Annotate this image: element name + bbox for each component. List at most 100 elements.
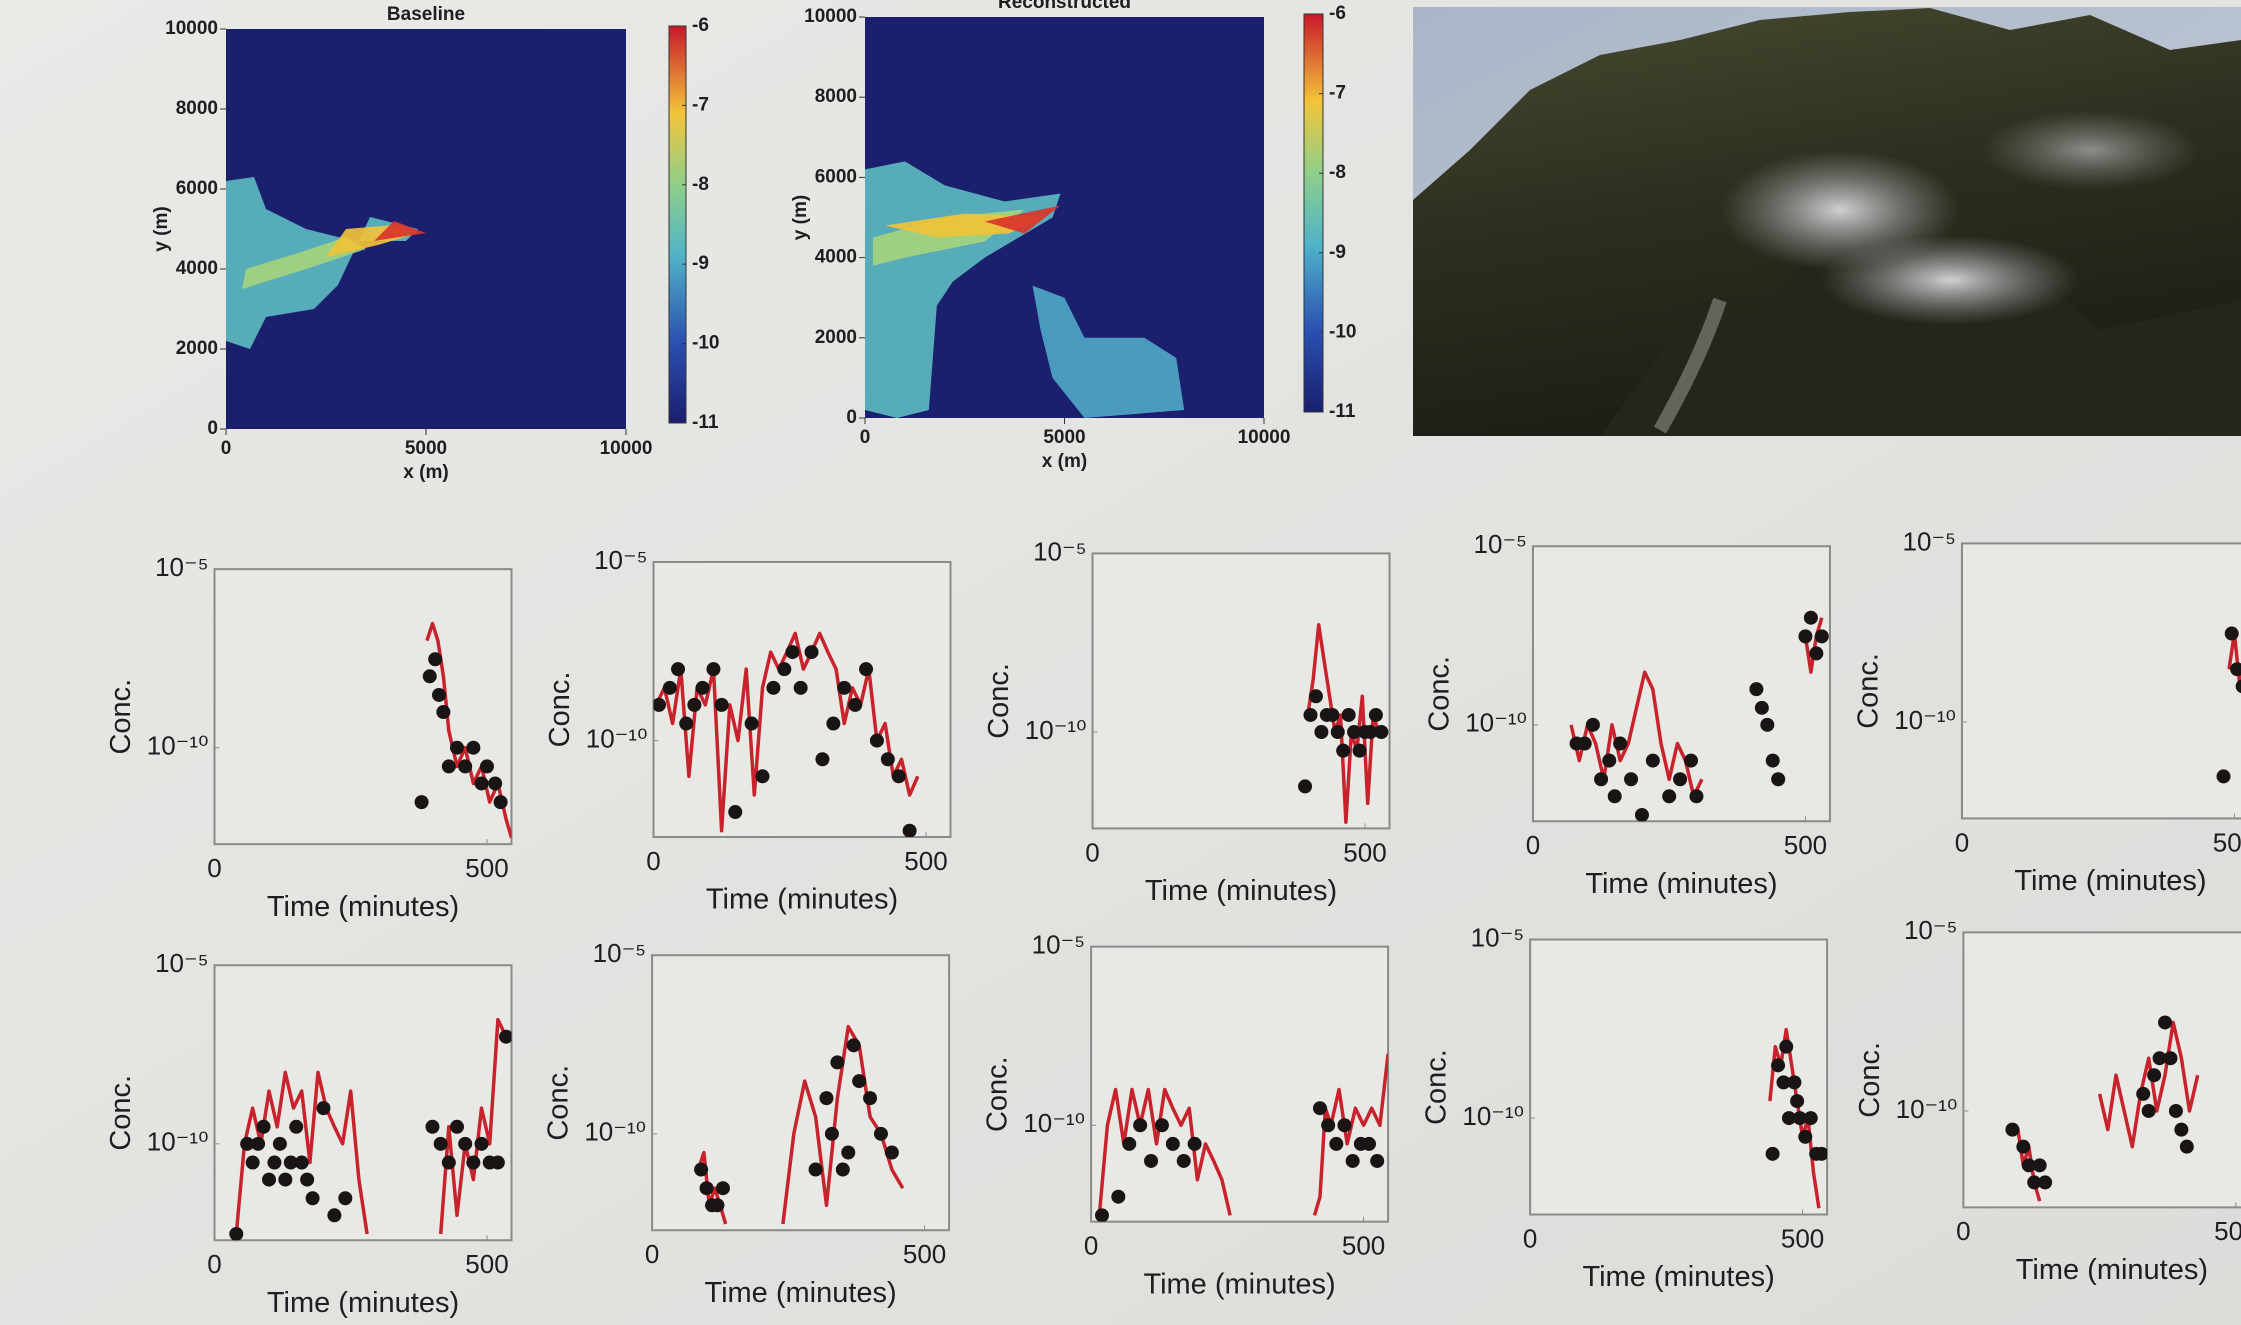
observation-point xyxy=(1122,1137,1136,1151)
observation-point xyxy=(716,1181,730,1195)
photo-plume xyxy=(1820,235,2080,325)
y-tick-label: 4000 xyxy=(815,247,857,268)
y-axis-label: Conc. xyxy=(1853,653,1885,729)
y-tick-label: 8000 xyxy=(815,86,857,107)
observation-point xyxy=(2136,1087,2150,1101)
y-tick-label: 10⁻¹⁰ xyxy=(584,1117,646,1147)
observation-point xyxy=(1809,646,1823,660)
observation-point xyxy=(327,1208,341,1222)
observation-point xyxy=(1337,1118,1351,1132)
observation-point xyxy=(1624,772,1638,786)
observation-point xyxy=(1673,772,1687,786)
x-axis-label: Time (minutes) xyxy=(1582,1261,1774,1293)
observation-point xyxy=(425,1120,439,1134)
x-axis-label: Time (minutes) xyxy=(1585,868,1777,900)
observation-point xyxy=(2033,1158,2047,1172)
observation-point xyxy=(488,776,502,790)
observation-point xyxy=(863,1091,877,1105)
observation-point xyxy=(1309,689,1323,703)
observation-point xyxy=(1370,1154,1384,1168)
y-axis-label: Conc. xyxy=(543,1065,575,1141)
observation-point xyxy=(450,1120,464,1134)
page: {"chart_data": [ {"type": "heatmap", "ti… xyxy=(0,0,2241,1325)
observation-point xyxy=(278,1173,292,1187)
observation-point xyxy=(830,1055,844,1069)
observation-point xyxy=(450,741,464,755)
y-tick-label: 4000 xyxy=(176,258,218,279)
heatmap-title: Baseline xyxy=(387,4,465,25)
observation-point xyxy=(671,662,685,676)
y-tick-label: 6000 xyxy=(176,178,218,199)
observation-point xyxy=(885,1146,899,1160)
observation-point xyxy=(466,1156,480,1170)
x-axis-label: Time (minutes) xyxy=(704,1277,896,1309)
y-tick-label: 10⁻⁵ xyxy=(1032,930,1085,960)
x-tick-label: 10000 xyxy=(600,438,653,459)
observation-point xyxy=(2016,1140,2030,1154)
observation-point xyxy=(432,688,446,702)
observation-point xyxy=(494,795,508,809)
x-tick-label: 0 xyxy=(860,427,871,448)
x-tick-label: 500 xyxy=(904,846,947,876)
colorbar xyxy=(1304,14,1323,412)
observation-point xyxy=(1787,1075,1801,1089)
x-tick-label: 500 xyxy=(2214,1216,2241,1246)
observation-point xyxy=(852,1074,866,1088)
plot-area xyxy=(1963,932,2241,1207)
observation-point xyxy=(1613,737,1627,751)
y-tick-label: 10⁻¹⁰ xyxy=(1023,1108,1085,1138)
colorbar-tick-label: -8 xyxy=(1329,162,1346,183)
observation-point xyxy=(466,741,480,755)
observation-point xyxy=(229,1227,243,1241)
observation-point xyxy=(480,759,494,773)
observation-point xyxy=(436,705,450,719)
x-tick-label: 5000 xyxy=(405,438,447,459)
observation-point xyxy=(1798,1130,1812,1144)
observation-point xyxy=(1662,789,1676,803)
observation-point xyxy=(819,1091,833,1105)
observation-point xyxy=(251,1137,265,1151)
plot-area xyxy=(215,569,512,844)
y-axis-label: Conc. xyxy=(544,672,576,748)
observation-point xyxy=(1166,1137,1180,1151)
colorbar-tick-label: -6 xyxy=(692,15,709,36)
y-axis-label: Conc. xyxy=(105,679,137,755)
observation-point xyxy=(2005,1123,2019,1137)
y-axis-label: y (m) xyxy=(151,206,172,251)
observation-point xyxy=(1346,1154,1360,1168)
observation-point xyxy=(706,662,720,676)
observation-point xyxy=(874,1127,888,1141)
observation-point xyxy=(458,1137,472,1151)
observation-point xyxy=(2163,1051,2177,1065)
observation-point xyxy=(1608,789,1622,803)
observation-point xyxy=(859,662,873,676)
y-tick-label: 10⁻¹⁰ xyxy=(1462,1101,1524,1131)
x-tick-label: 500 xyxy=(2213,827,2241,857)
observation-point xyxy=(700,1181,714,1195)
observation-point xyxy=(1374,725,1388,739)
observation-point xyxy=(848,698,862,712)
x-axis-label: x (m) xyxy=(403,462,448,483)
y-tick-label: 10⁻¹⁰ xyxy=(1025,715,1087,745)
x-axis-label: Time (minutes) xyxy=(2016,1254,2208,1286)
y-axis-label: Conc. xyxy=(1424,656,1456,732)
y-axis-label: Conc. xyxy=(105,1075,137,1151)
photo-plume xyxy=(1980,110,2200,190)
x-tick-label: 500 xyxy=(1343,837,1386,867)
observation-point xyxy=(491,1156,505,1170)
observation-point xyxy=(1755,701,1769,715)
colorbar-tick-label: -6 xyxy=(1329,3,1346,24)
observation-point xyxy=(1804,611,1818,625)
observation-point xyxy=(1329,1137,1343,1151)
y-tick-label: 10000 xyxy=(165,18,218,39)
observation-point xyxy=(2180,1140,2194,1154)
y-tick-label: 10⁻¹⁰ xyxy=(1894,705,1956,735)
y-tick-label: 10⁻⁵ xyxy=(593,938,646,968)
x-axis-label: Time (minutes) xyxy=(2014,865,2206,897)
x-axis-label: x (m) xyxy=(1042,451,1087,472)
observation-point xyxy=(423,669,437,683)
y-tick-label: 10⁻¹⁰ xyxy=(147,731,209,761)
x-tick-label: 500 xyxy=(1342,1231,1385,1261)
observation-point xyxy=(442,759,456,773)
x-tick-label: 0 xyxy=(646,846,660,876)
